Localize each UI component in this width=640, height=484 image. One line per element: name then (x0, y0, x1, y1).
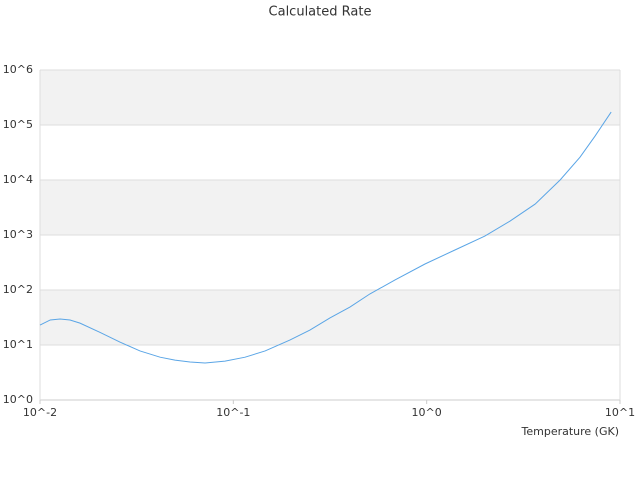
grid-band (40, 70, 620, 125)
x-tick-label: 10^1 (605, 406, 635, 419)
y-tick-label: 10^2 (3, 283, 33, 296)
x-tick-label: 10^-1 (216, 406, 250, 419)
data-line (39, 111, 612, 364)
y-tick-label: 10^5 (3, 118, 33, 131)
grid-band (40, 180, 620, 235)
y-tick-label: 10^0 (3, 393, 33, 406)
y-tick-label: 10^6 (3, 63, 33, 76)
chart-title: Calculated Rate (269, 5, 372, 20)
y-tick-label: 10^1 (3, 338, 33, 351)
y-tick-label: 10^3 (3, 228, 33, 241)
x-tick-label: 10^0 (412, 406, 442, 419)
x-axis-label: Temperature (GK) (521, 425, 620, 438)
x-tick-label: 10^-2 (23, 406, 57, 419)
y-tick-label: 10^4 (3, 173, 33, 186)
